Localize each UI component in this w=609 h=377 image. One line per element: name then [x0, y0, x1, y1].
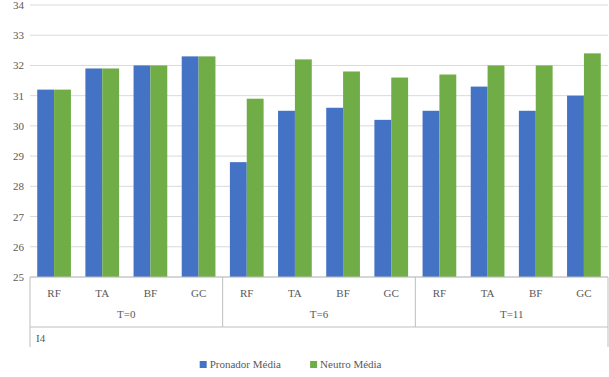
- bar: [102, 68, 119, 277]
- bar: [182, 56, 199, 277]
- bar: [134, 65, 151, 277]
- legend-label: Pronador Média: [210, 358, 281, 370]
- x-axis: [30, 277, 608, 278]
- y-tick-label: 27: [13, 211, 25, 223]
- y-tick-label: 28: [13, 180, 25, 192]
- bar: [278, 111, 295, 277]
- bar: [326, 108, 343, 277]
- group-divider: [30, 327, 608, 328]
- bar: [567, 96, 584, 277]
- group-title: I4: [36, 332, 46, 344]
- bar: [471, 87, 488, 277]
- bar: [54, 90, 71, 277]
- grid-line: [30, 277, 608, 278]
- x-tick-label: BF: [336, 287, 349, 299]
- group-label: T=11: [500, 308, 524, 320]
- group-separator: [30, 277, 31, 347]
- x-tick-label: TA: [95, 287, 109, 299]
- y-tick-label: 31: [13, 90, 24, 102]
- legend-swatch: [310, 361, 317, 368]
- y-tick-label: 34: [13, 0, 25, 11]
- bars: [37, 53, 601, 277]
- bar: [343, 71, 360, 277]
- y-tick-label: 33: [13, 29, 25, 41]
- legend-label: Neutro Média: [320, 358, 382, 370]
- bar: [85, 68, 102, 277]
- x-tick-label: GC: [384, 287, 399, 299]
- bar: [295, 59, 312, 277]
- group-label: T=0: [117, 308, 136, 320]
- grid-line: [30, 35, 608, 36]
- y-tick-label: 30: [13, 120, 25, 132]
- x-tick-label: TA: [288, 287, 302, 299]
- bar: [584, 53, 601, 277]
- bar: [536, 65, 553, 277]
- group-separator: [222, 277, 223, 327]
- y-tick-label: 25: [13, 271, 25, 283]
- x-tick-label: GC: [576, 287, 591, 299]
- grid-line: [30, 5, 608, 6]
- bar: [488, 65, 505, 277]
- group-separator: [415, 277, 416, 327]
- y-tick-label: 32: [13, 59, 24, 71]
- bar: [199, 56, 216, 277]
- y-tick-label: 26: [13, 241, 25, 253]
- x-tick-label: GC: [191, 287, 206, 299]
- x-tick-label: TA: [481, 287, 495, 299]
- x-tick-label: RF: [240, 287, 253, 299]
- grid-line: [30, 65, 608, 66]
- x-tick-label: RF: [433, 287, 446, 299]
- bar: [423, 111, 440, 277]
- bar: [391, 78, 408, 277]
- chart: 25 26 27 28 29 30 31 32 33 34 RF TA BF GC RF TA BF GC RF TA…: [0, 0, 609, 377]
- bar: [439, 75, 456, 277]
- x-tick-label: BF: [144, 287, 157, 299]
- x-tick-label: BF: [529, 287, 542, 299]
- bar: [247, 99, 264, 277]
- bar: [230, 162, 247, 277]
- bar: [37, 90, 54, 277]
- legend-swatch: [200, 361, 207, 368]
- x-tick-label: RF: [47, 287, 60, 299]
- group-label: T=6: [310, 308, 329, 320]
- bar: [374, 120, 391, 277]
- y-tick-label: 29: [13, 150, 25, 162]
- group-separator: [608, 277, 609, 347]
- bar: [150, 65, 167, 277]
- bar: [519, 111, 536, 277]
